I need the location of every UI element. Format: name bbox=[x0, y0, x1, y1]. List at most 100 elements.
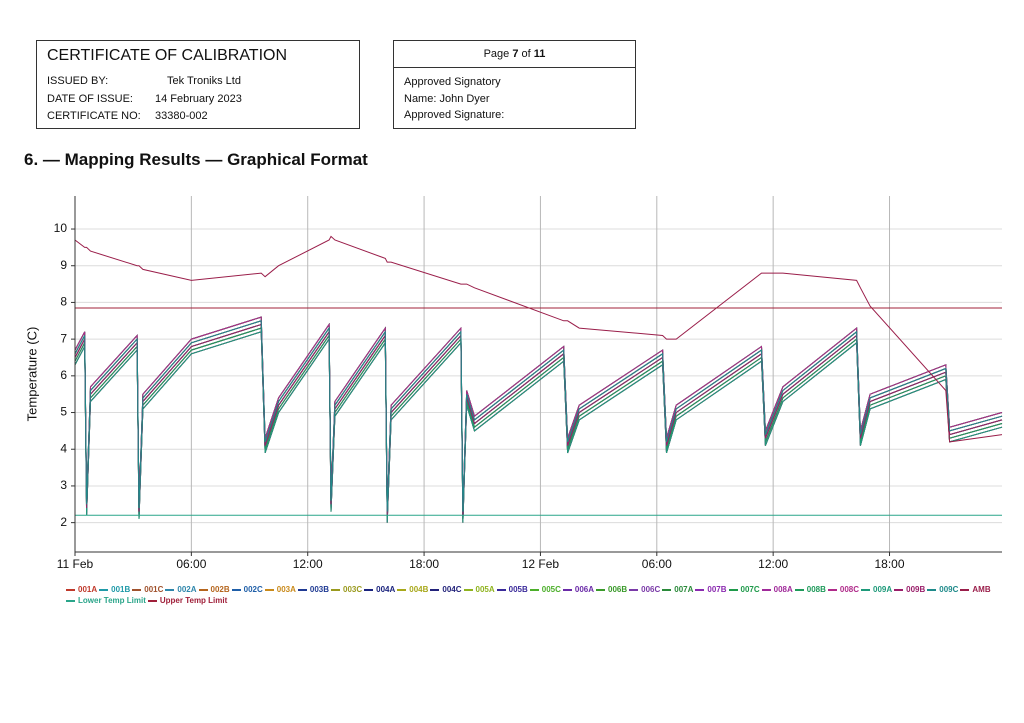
of-word: of bbox=[521, 48, 531, 60]
legend-swatch bbox=[165, 588, 175, 591]
legend-item: 006A bbox=[562, 584, 594, 595]
legend-label: Upper Temp Limit bbox=[159, 596, 228, 605]
legend-swatch bbox=[264, 588, 274, 591]
series-line bbox=[74, 320, 1003, 512]
legend-label: 009A bbox=[873, 585, 893, 594]
legend-swatch bbox=[894, 588, 904, 591]
y-tick-label: 3 bbox=[60, 478, 67, 492]
series-line bbox=[74, 235, 1003, 443]
y-tick-label: 10 bbox=[54, 221, 68, 235]
field-value: 14 February 2023 bbox=[155, 93, 242, 105]
legend-item: 001C bbox=[132, 584, 163, 595]
legend-swatch bbox=[927, 588, 937, 591]
field-label: CERTIFICATE NO: bbox=[47, 110, 141, 122]
legend-label: Lower Temp Limit bbox=[78, 596, 146, 605]
series-line bbox=[74, 320, 1003, 512]
page-total: 11 bbox=[533, 48, 546, 60]
legend-item: 004B bbox=[397, 584, 428, 595]
legend-label: 005A bbox=[475, 585, 495, 594]
legend-label: 005C bbox=[541, 585, 561, 594]
x-tick-label: 12 Feb bbox=[522, 557, 560, 571]
legend-swatch bbox=[794, 588, 804, 591]
legend-swatch bbox=[529, 588, 539, 591]
header-box: CERTIFICATE OF CALIBRATION ISSUED BY: Te… bbox=[36, 40, 360, 129]
page-box: Page 7 of 11 Approved Signatory Name: Jo… bbox=[393, 40, 636, 129]
signatory-line: Name: John Dyer bbox=[404, 93, 490, 105]
legend-item: 002B bbox=[198, 584, 230, 595]
x-tick-label: 18:00 bbox=[409, 557, 439, 571]
legend-label: 007A bbox=[674, 585, 694, 594]
signatory-line: Approved Signatory bbox=[404, 76, 501, 88]
legend-swatch bbox=[827, 588, 837, 591]
y-tick-label: 4 bbox=[60, 441, 67, 455]
legend-label: 006B bbox=[608, 585, 628, 594]
legend-item: 009A bbox=[861, 584, 892, 595]
legend-swatch bbox=[629, 588, 639, 591]
legend-swatch bbox=[397, 588, 407, 591]
legend-item: 009C bbox=[927, 584, 958, 595]
legend-item: AMB bbox=[960, 584, 991, 595]
legend-swatch bbox=[147, 599, 157, 602]
legend-item: 006B bbox=[596, 584, 627, 595]
legend-label: 001C bbox=[144, 585, 164, 594]
field-value: 33380-002 bbox=[155, 110, 208, 122]
legend-item: 008B bbox=[794, 584, 826, 595]
legend-swatch bbox=[695, 588, 705, 591]
signatory-line: Approved Signature: bbox=[404, 109, 505, 121]
x-tick-label: 12:00 bbox=[758, 557, 788, 571]
x-tick-label: 12:00 bbox=[293, 557, 323, 571]
page-current: 7 bbox=[512, 48, 519, 60]
legend-item: 009B bbox=[894, 584, 925, 595]
field-label: ISSUED BY: bbox=[47, 75, 109, 87]
legend-label: 006A bbox=[574, 585, 594, 594]
header-title: CERTIFICATE OF CALIBRATION bbox=[47, 47, 288, 64]
legend-item: 007A bbox=[662, 584, 693, 595]
field-value: Tek Troniks Ltd bbox=[167, 75, 241, 87]
legend-swatch bbox=[496, 588, 506, 591]
legend-item: 008C bbox=[827, 584, 859, 595]
legend-item: 007C bbox=[728, 584, 760, 595]
y-axis-label: Temperature (C) bbox=[24, 327, 39, 422]
legend-label: 006C bbox=[641, 585, 661, 594]
legend-swatch bbox=[761, 588, 771, 591]
legend-swatch bbox=[66, 588, 75, 591]
legend-swatch bbox=[463, 588, 473, 591]
legend-label: 004C bbox=[442, 585, 462, 594]
legend-label: 004A bbox=[376, 585, 396, 594]
legend-item: 004C bbox=[430, 584, 462, 595]
legend-swatch bbox=[861, 588, 870, 591]
legend-item: 007B bbox=[695, 584, 727, 595]
divider bbox=[394, 67, 635, 68]
legend-item: 002A bbox=[165, 584, 197, 595]
legend-item: 005B bbox=[496, 584, 528, 595]
legend-swatch bbox=[364, 588, 374, 591]
legend-label: 009C bbox=[939, 585, 959, 594]
field-label: DATE OF ISSUE: bbox=[47, 93, 133, 105]
legend-swatch bbox=[297, 588, 307, 591]
x-tick-label: 06:00 bbox=[642, 557, 672, 571]
y-tick-label: 2 bbox=[60, 515, 67, 529]
legend-swatch bbox=[132, 588, 142, 591]
legend-item: 005A bbox=[463, 584, 495, 595]
legend-swatch bbox=[960, 588, 970, 591]
chart: Temperature (C) 2 3 4 5 6 7 8 9 10 11 Feb 06:00 12:… bbox=[24, 196, 1003, 571]
legend-item: 002C bbox=[231, 584, 263, 595]
legend-label: 004B bbox=[409, 585, 429, 594]
y-tick-label: 8 bbox=[60, 295, 67, 309]
legend-label: 001B bbox=[111, 585, 131, 594]
legend-item: Lower Temp Limit bbox=[66, 595, 146, 606]
y-tick-label: 7 bbox=[60, 331, 67, 345]
legend-swatch bbox=[198, 588, 208, 591]
legend-label: 007B bbox=[707, 585, 727, 594]
legend-item: 001B bbox=[99, 584, 130, 595]
x-tick-label: 06:00 bbox=[176, 557, 206, 571]
section-title: 6. — Mapping Results — Graphical Format bbox=[24, 150, 368, 169]
legend-label: 002C bbox=[243, 585, 263, 594]
legend-label: 005B bbox=[508, 585, 528, 594]
y-tick-label: 5 bbox=[60, 405, 67, 419]
legend-item: 004A bbox=[364, 584, 395, 595]
legend-label: 008B bbox=[806, 585, 826, 594]
legend-label: 003C bbox=[343, 585, 363, 594]
legend-item: 006C bbox=[629, 584, 660, 595]
